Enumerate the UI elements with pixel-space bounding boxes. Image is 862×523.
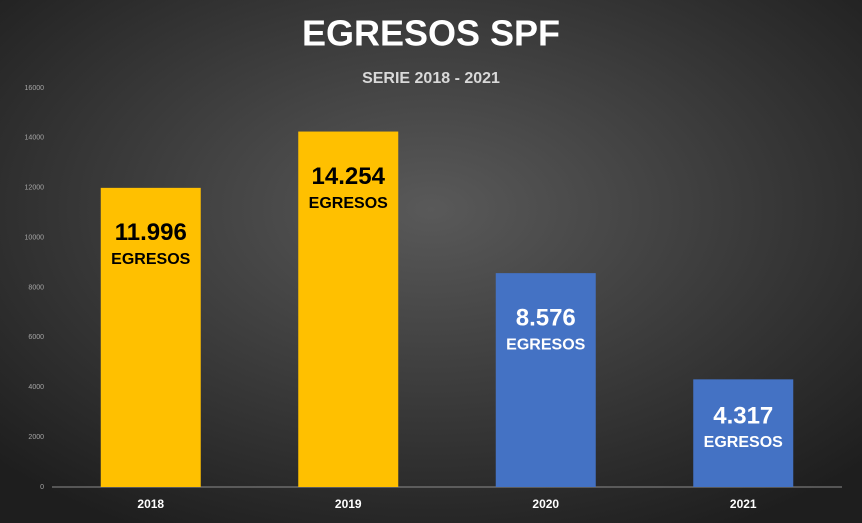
y-tick-label: 4000 — [28, 384, 44, 391]
y-tick-label: 16000 — [25, 85, 45, 92]
data-label-unit: EGRESOS — [704, 434, 783, 451]
bar — [495, 273, 596, 487]
y-tick-label: 12000 — [25, 185, 45, 192]
x-tick-label: 2020 — [532, 497, 559, 511]
x-tick-label: 2019 — [335, 497, 362, 511]
x-tick-label: 2018 — [137, 497, 164, 511]
chart-title: EGRESOS SPF — [302, 13, 560, 54]
data-label-unit: EGRESOS — [506, 336, 585, 353]
data-label-unit: EGRESOS — [111, 251, 190, 268]
y-tick-label: 6000 — [28, 334, 44, 341]
y-tick-label: 10000 — [25, 234, 45, 241]
x-tick-label: 2021 — [730, 497, 757, 511]
data-label: 4.317 — [713, 402, 773, 429]
y-tick-label: 0 — [40, 484, 44, 491]
chart-subtitle: SERIE 2018 - 2021 — [362, 70, 500, 87]
bar — [100, 187, 201, 488]
data-label: 8.576 — [516, 304, 576, 331]
bar — [298, 131, 399, 487]
y-tick-label: 14000 — [25, 135, 45, 142]
y-tick-label: 2000 — [28, 434, 44, 441]
data-label: 14.254 — [312, 163, 386, 190]
data-label-unit: EGRESOS — [309, 195, 388, 212]
y-tick-label: 8000 — [28, 284, 44, 291]
bar — [693, 379, 794, 487]
data-label: 11.996 — [115, 219, 187, 246]
